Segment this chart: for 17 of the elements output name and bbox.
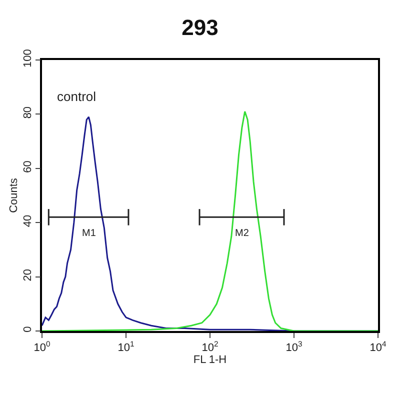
series-label: M1 (82, 228, 96, 239)
y-tick-label: 100 (22, 49, 34, 68)
chart-title: 293 (182, 15, 218, 40)
y-tick-label: 40 (22, 214, 34, 228)
y-axis-title: Counts (8, 178, 20, 213)
x-axis-title: FL 1-H (193, 354, 227, 366)
x-tick-label: 10$^{3}$ (286, 339, 302, 354)
annotation: control (57, 89, 96, 104)
x-tick-label: 10$^{2}$ (202, 339, 218, 354)
x-tick-label: 10$^{4}$ (370, 339, 387, 354)
y-tick-label: 0 (22, 326, 34, 332)
x-tick-label: 10$^{1}$ (118, 339, 134, 354)
series-label: M2 (235, 228, 250, 239)
y-tick-label: 20 (22, 269, 34, 282)
y-tick-label: 80 (22, 106, 34, 119)
x-tick-label: 10$^{0}$ (34, 339, 50, 354)
y-tick-label: 60 (22, 160, 34, 173)
